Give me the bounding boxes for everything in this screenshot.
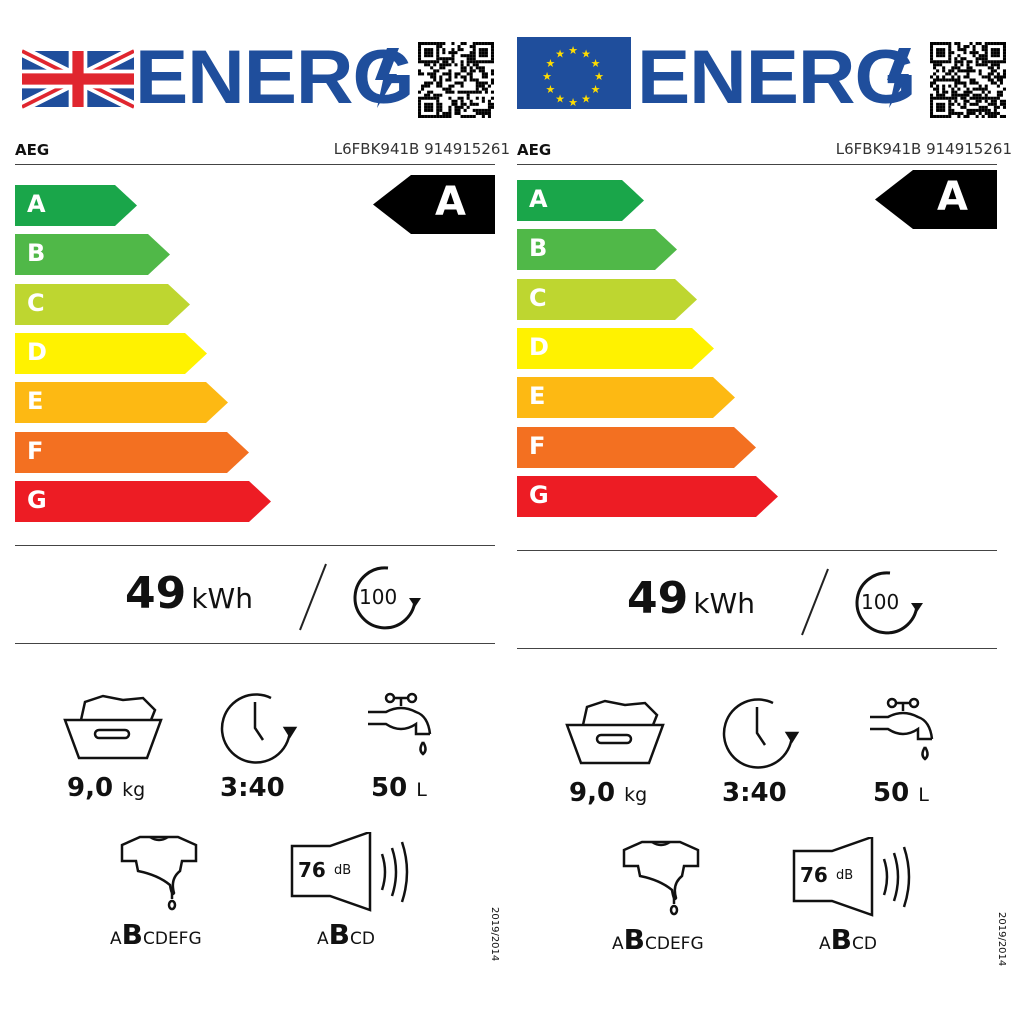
divider (15, 164, 495, 165)
eu-flag: ★ ★ ★ ★ ★ ★ ★ ★ ★ ★ ★ ★ (517, 37, 631, 113)
duration-value: 3:40 (722, 778, 787, 808)
energy-class-bar-c: C (15, 283, 190, 325)
energy-class-bar-e: E (15, 382, 228, 424)
energy-class-bar-g: G (517, 475, 778, 517)
energy-unit: kWh (191, 582, 253, 615)
spin-class-scale: ABCDEFG (110, 918, 202, 951)
svg-text:★: ★ (581, 93, 591, 106)
svg-text:★: ★ (546, 83, 556, 96)
energy-class-bar-e: E (517, 377, 735, 419)
energy-consumption-value: 49 (627, 573, 689, 624)
svg-text:★: ★ (555, 93, 565, 106)
laundry-basket-icon (63, 690, 163, 766)
svg-text:★: ★ (546, 57, 556, 70)
energy-class-bar-d: D (15, 332, 207, 374)
brand-name: AEG (517, 141, 552, 159)
noise-speaker-icon: 76 dB (290, 832, 440, 912)
divider (15, 545, 495, 546)
cycles-icon: 100 (343, 565, 425, 631)
divider (15, 643, 495, 644)
duration-value: 3:40 (220, 773, 285, 803)
energy-consumption-value: 49 (125, 568, 187, 619)
svg-text:★: ★ (555, 47, 565, 60)
regulation-number: 2019/2014 (996, 912, 1007, 967)
energy-class-bar-f: F (15, 431, 249, 473)
water-tap-icon (368, 690, 438, 770)
lightning-icon (885, 48, 911, 112)
qr-code[interactable] (418, 42, 494, 122)
spin-drying-icon (622, 840, 702, 924)
svg-text:★: ★ (568, 96, 578, 109)
noise-speaker-icon: 76 dB (792, 837, 942, 917)
energy-class-bar-c: C (517, 278, 697, 320)
divider (517, 648, 997, 649)
water-tap-icon (870, 695, 940, 775)
energy-label-eu: ★ ★ ★ ★ ★ ★ ★ ★ ★ ★ ★ ★ ENERG AEG L6FBK941B 9149152… (517, 35, 1012, 967)
noise-class-scale: ABCD (317, 918, 375, 951)
energy-header: ENERG (135, 35, 415, 120)
lightning-icon (373, 48, 399, 112)
energy-class-bar-g: G (15, 480, 271, 522)
energy-class-bar-f: F (517, 426, 756, 468)
energy-class-bar-a: A (15, 185, 137, 226)
svg-text:★: ★ (594, 70, 604, 83)
divider (517, 164, 997, 165)
energy-class-bar-b: B (517, 229, 677, 271)
regulation-number: 2019/2014 (489, 907, 500, 962)
energy-header: ENERG (637, 35, 917, 120)
capacity-value: 9,0 (569, 778, 616, 808)
brand-name: AEG (15, 141, 50, 159)
divider (517, 550, 997, 551)
energy-class-indicator: A (373, 175, 495, 238)
energy-unit: kWh (693, 587, 755, 620)
svg-text:★: ★ (591, 57, 601, 70)
slash-separator (298, 562, 328, 636)
spin-drying-icon (120, 835, 200, 919)
energy-class-indicator: A (875, 170, 997, 233)
energy-class-bar-a: A (517, 180, 644, 221)
spin-class-scale: ABCDEFG (612, 923, 704, 956)
uk-flag (19, 40, 137, 122)
noise-class-scale: ABCD (819, 923, 877, 956)
energy-class-bar-b: B (15, 234, 170, 276)
energy-class-bar-d: D (517, 327, 714, 369)
water-value: 50 (873, 778, 910, 808)
svg-text:★: ★ (542, 70, 552, 83)
clock-icon (717, 695, 801, 775)
model-identifier: L6FBK941B 914915261 (333, 140, 510, 158)
laundry-basket-icon (565, 695, 665, 771)
svg-text:★: ★ (568, 44, 578, 57)
capacity-value: 9,0 (67, 773, 114, 803)
model-identifier: L6FBK941B 914915261 (835, 140, 1012, 158)
svg-text:★: ★ (581, 47, 591, 60)
svg-text:★: ★ (591, 83, 601, 96)
clock-icon (215, 690, 299, 770)
slash-separator (800, 567, 830, 641)
qr-code[interactable] (930, 42, 1006, 122)
cycles-icon: 100 (845, 570, 927, 636)
water-value: 50 (371, 773, 408, 803)
